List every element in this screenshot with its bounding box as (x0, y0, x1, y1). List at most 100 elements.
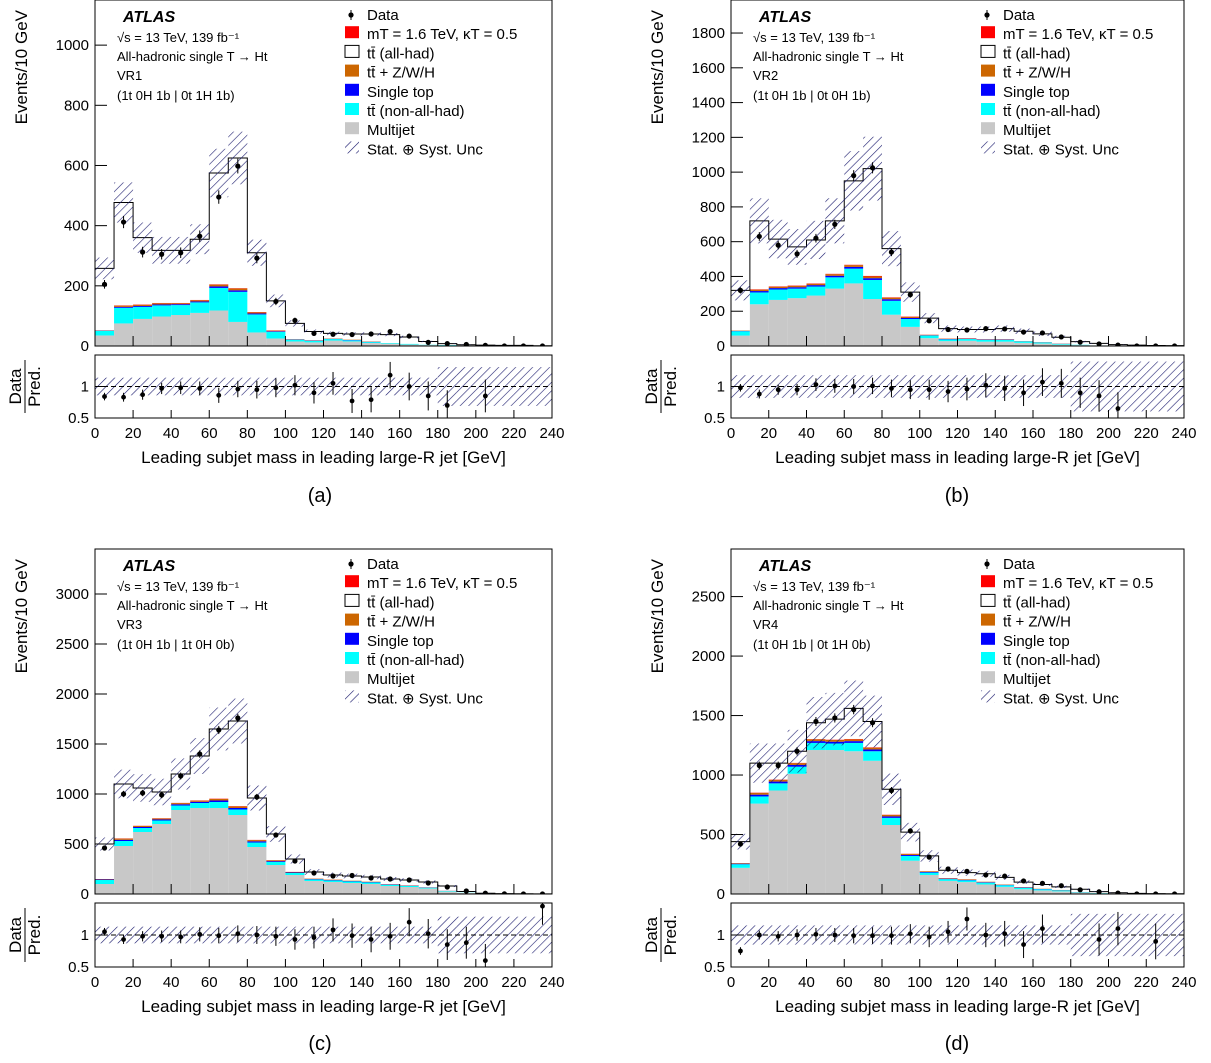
bar-ttbar_nonallhad (749, 292, 769, 305)
bar-ttbar_zwh (787, 285, 807, 288)
y-tick-label: 200 (64, 278, 89, 295)
data-point (216, 727, 222, 733)
ratio-point (235, 931, 241, 937)
bar-multijet (957, 340, 977, 346)
bar-ttbar_nonallhad (1033, 889, 1052, 891)
data-point (463, 888, 469, 894)
data-point (964, 868, 970, 874)
selection-label: (1t 0H 1b | 1t 0H 0b) (117, 637, 235, 652)
legend-swatch (345, 26, 359, 39)
selection-label: (1t 0H 1b | 0t 0H 1b) (753, 88, 871, 103)
bar-multijet (882, 825, 901, 894)
bar-single_top (133, 827, 153, 828)
x-tick-label: 20 (125, 974, 142, 991)
ratio-point (368, 397, 374, 403)
bar-multijet (995, 341, 1015, 346)
data-point (851, 173, 857, 179)
x-tick-label: 20 (760, 425, 777, 442)
ratio-plot (95, 361, 552, 418)
bar-single_top (844, 741, 864, 743)
bar-multijet (900, 860, 920, 894)
data-point (1020, 329, 1027, 335)
x-tick-label: 160 (1020, 974, 1045, 991)
ratio-y-tick-label: 0.5 (68, 410, 89, 427)
bar-multijet (399, 344, 419, 346)
bar-single_top (95, 879, 115, 880)
bar-single_top (863, 278, 882, 280)
bar-ttbar_nonallhad (209, 802, 229, 808)
ratio-y-tick-label: 1 (81, 927, 89, 944)
data-point (482, 342, 488, 346)
bar-ttbar_nonallhad (152, 820, 172, 824)
bar-multijet (957, 882, 977, 894)
bar-ttbar_nonallhad (285, 873, 305, 875)
ratio-unc-band (1070, 913, 1090, 957)
legend-entry: tt̄ + Z/W/H (367, 614, 435, 631)
legend-entry: Single top (1003, 84, 1070, 101)
data-point (813, 718, 819, 725)
bar-multijet (437, 891, 457, 894)
process-label: All-hadronic single T → Ht (753, 49, 904, 64)
ratio-label-top: Data (642, 917, 661, 953)
unc-band (749, 198, 769, 244)
data-point (330, 331, 336, 337)
y-tick-label: 1000 (56, 786, 89, 803)
bar-multijet (114, 323, 134, 346)
bar-ttbar_zwh (863, 747, 882, 750)
bar-ttbar_zwh (152, 818, 172, 820)
y-tick-label: 1500 (692, 708, 725, 725)
bar-multijet (938, 341, 958, 346)
ratio-point (1115, 406, 1121, 411)
bar-ttbar_zwh (806, 283, 826, 286)
legend-entry: tt̄ + Z/W/H (1003, 614, 1071, 631)
ratio-point (140, 933, 146, 939)
ratio-point (945, 389, 951, 394)
ratio-point (444, 942, 450, 947)
x-tick-label: 0 (91, 425, 99, 442)
bar-ttbar_nonallhad (1051, 343, 1071, 345)
data-point (1153, 343, 1159, 346)
bar-ttbar_zwh (768, 286, 788, 289)
x-tick-label: 160 (1020, 425, 1045, 442)
bar-single_top (882, 299, 901, 301)
unc-band (919, 313, 939, 324)
ratio-point (983, 382, 989, 388)
legend-swatch (345, 64, 359, 77)
unc-band (95, 257, 115, 280)
ratio-unc-band (1127, 913, 1147, 957)
legend-swatch (981, 83, 995, 96)
bar-single_top (749, 291, 769, 293)
region-label: VR2 (753, 68, 778, 83)
bar-single_top (152, 304, 172, 306)
legend-swatch (981, 671, 995, 684)
ratio-point (540, 903, 545, 909)
legend-entry: tt̄ + Z/W/H (1003, 65, 1071, 82)
legend-swatch (345, 122, 359, 135)
bar-multijet (825, 750, 845, 894)
bar-ttbar_nonallhad (900, 319, 920, 327)
legend-entry: tt̄ (all-had) (367, 45, 435, 62)
bar-multijet (1051, 891, 1071, 894)
bar-ttbar_nonallhad (285, 339, 305, 342)
ratio-plot (731, 361, 1184, 418)
y-axis-label: Events/10 GeV (648, 9, 667, 124)
data-point (907, 828, 913, 834)
ratio-point (406, 919, 412, 925)
data-point (945, 326, 951, 333)
bar-multijet (190, 312, 210, 346)
ratio-point (926, 387, 932, 393)
ratio-point (216, 392, 222, 398)
bar-multijet (787, 298, 807, 346)
main-plot (731, 680, 1184, 894)
bar-ttbar_zwh (863, 276, 882, 279)
data-point (120, 219, 127, 225)
bar-multijet (882, 314, 901, 346)
data-point (501, 891, 507, 894)
process-label: All-hadronic single T → Ht (117, 49, 268, 64)
legend-entry: Stat. ⊕ Syst. Unc (1003, 141, 1119, 158)
ratio-point (1077, 390, 1083, 396)
x-tick-label: 60 (836, 974, 853, 991)
ratio-y-tick-label: 0.5 (68, 959, 89, 976)
bar-ttbar_nonallhad (882, 300, 901, 315)
bar-multijet (95, 884, 115, 894)
